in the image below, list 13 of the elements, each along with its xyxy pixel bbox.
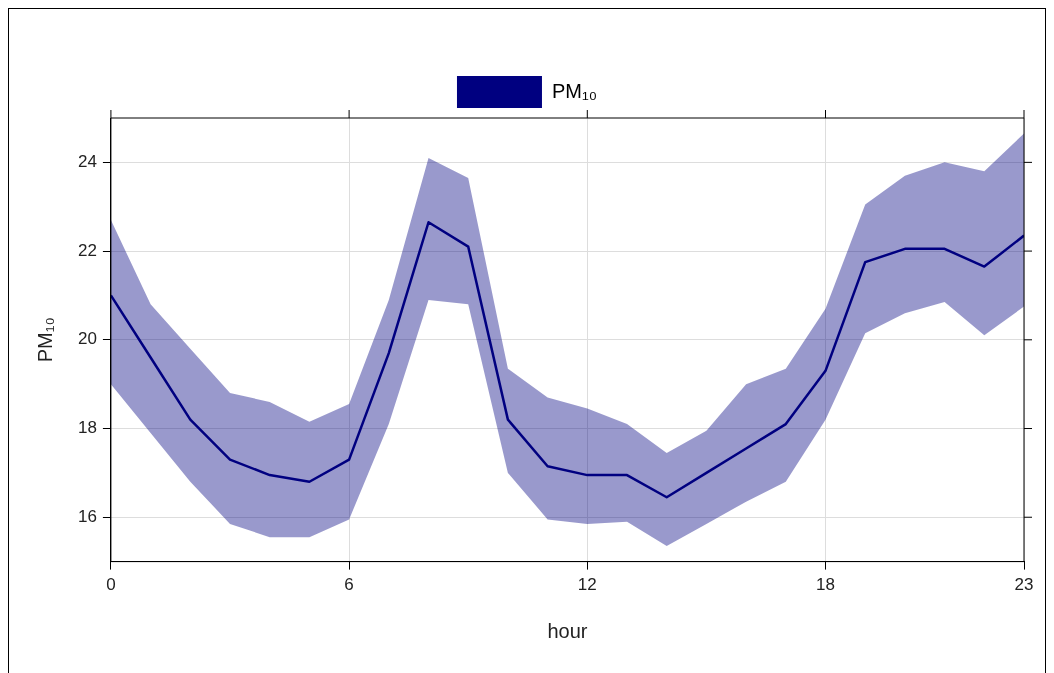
y-axis-title: PM₁₀ xyxy=(33,317,56,363)
y-tick-label: 24 xyxy=(77,152,97,172)
x-tick-label: 6 xyxy=(344,575,354,595)
x-tick-label: 12 xyxy=(577,575,597,595)
y-tick-label: 18 xyxy=(77,418,97,438)
legend-label: PM₁₀ xyxy=(551,79,598,102)
y-tick-label: 20 xyxy=(77,329,97,349)
y-tick-label: 16 xyxy=(77,506,97,526)
x-tick-label: 0 xyxy=(106,575,116,595)
y-tick-label: 22 xyxy=(77,240,97,260)
x-tick-label: 18 xyxy=(816,575,835,595)
x-axis-title: hour xyxy=(547,619,588,642)
x-tick-label: 23 xyxy=(1014,575,1034,595)
